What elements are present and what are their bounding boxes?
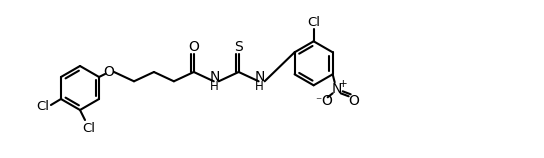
Text: N: N [209,70,220,84]
Text: Cl: Cl [83,122,96,134]
Text: H: H [211,80,219,93]
Text: +: + [339,79,348,89]
Text: O: O [348,94,359,108]
Text: ⁻: ⁻ [316,95,322,108]
Text: N: N [331,82,342,96]
Text: O: O [188,40,199,54]
Text: Cl: Cl [36,100,50,112]
Text: O: O [322,94,332,108]
Text: S: S [234,40,243,54]
Text: N: N [255,70,265,84]
Text: H: H [255,80,264,93]
Text: O: O [103,65,114,79]
Text: Cl: Cl [307,16,320,29]
